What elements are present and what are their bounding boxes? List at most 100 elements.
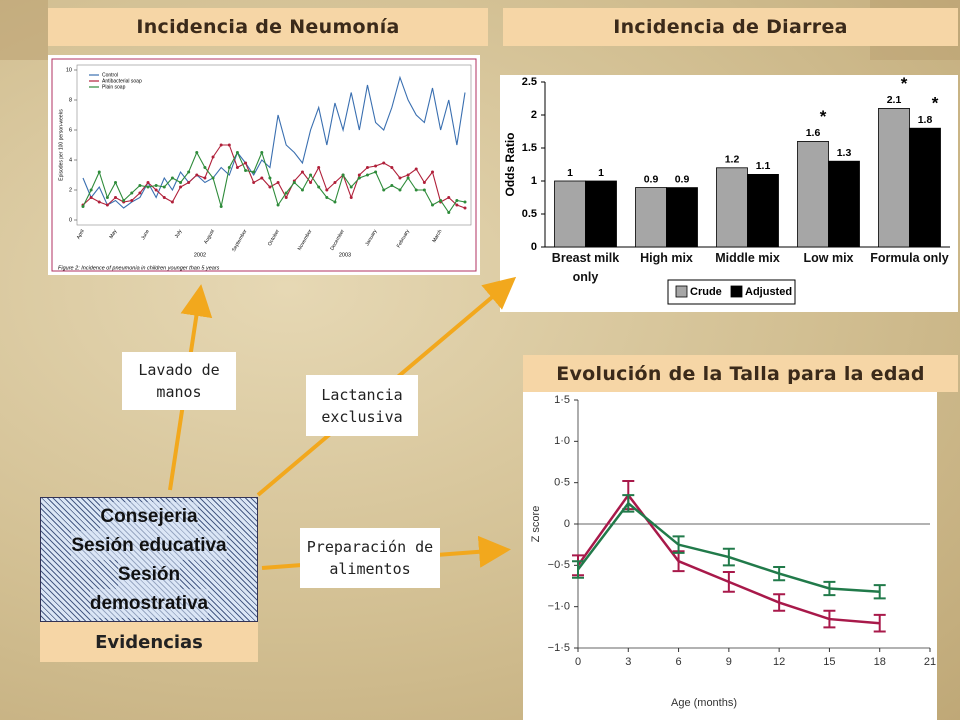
point bbox=[463, 206, 467, 210]
point bbox=[349, 196, 353, 199]
value-label: 0.9 bbox=[644, 173, 659, 185]
significance-mark: * bbox=[901, 74, 908, 93]
point bbox=[146, 181, 150, 184]
point bbox=[422, 181, 426, 184]
error-bar bbox=[823, 580, 836, 597]
point bbox=[252, 181, 256, 184]
point bbox=[235, 151, 239, 154]
y-tick-label: 2 bbox=[69, 187, 72, 193]
point bbox=[227, 166, 231, 169]
x-tick-label: High mix bbox=[640, 251, 693, 265]
point bbox=[357, 176, 361, 180]
value-label: 1 bbox=[598, 167, 604, 179]
y-tick-label: 0 bbox=[564, 518, 570, 530]
flow-box: Preparación de alimentos bbox=[300, 528, 440, 588]
logo-area bbox=[0, 0, 48, 60]
value-label: 1.2 bbox=[725, 154, 740, 166]
point bbox=[260, 151, 264, 154]
point bbox=[203, 166, 207, 169]
point bbox=[309, 181, 313, 184]
point bbox=[195, 173, 199, 177]
point bbox=[105, 203, 109, 207]
point bbox=[154, 184, 158, 187]
point bbox=[317, 166, 321, 169]
year-label: 2003 bbox=[339, 252, 351, 258]
x-tick-label: Breast milk only bbox=[551, 251, 620, 284]
x-tick-label: 15 bbox=[823, 656, 835, 668]
point bbox=[349, 185, 353, 189]
point bbox=[170, 176, 174, 180]
x-tick-label: May bbox=[108, 228, 118, 240]
error-bar bbox=[773, 565, 786, 582]
bar bbox=[909, 127, 941, 248]
point bbox=[268, 185, 272, 189]
y-tick-label: −1·5 bbox=[548, 642, 570, 654]
point bbox=[414, 188, 418, 192]
center-text: Sesión educativa bbox=[71, 530, 227, 560]
point bbox=[138, 184, 142, 187]
value-label: 1 bbox=[567, 167, 573, 179]
point bbox=[406, 176, 410, 180]
x-tick-label: June bbox=[140, 228, 151, 241]
point bbox=[179, 185, 183, 189]
value-label: 1.3 bbox=[837, 147, 852, 159]
center-text: demostrativa bbox=[89, 588, 209, 618]
significance-mark: * bbox=[820, 107, 827, 126]
point bbox=[130, 199, 134, 202]
point bbox=[300, 188, 304, 192]
error-bar bbox=[622, 494, 635, 513]
point bbox=[146, 185, 150, 189]
point bbox=[122, 199, 126, 202]
significance-mark: * bbox=[932, 94, 939, 113]
point bbox=[398, 188, 402, 192]
legend-label: Control bbox=[102, 72, 118, 78]
x-tick-label: April bbox=[76, 229, 86, 241]
point bbox=[284, 191, 288, 195]
point bbox=[81, 205, 85, 208]
center-text: Sesión bbox=[117, 559, 181, 589]
point bbox=[195, 151, 199, 154]
point bbox=[439, 199, 443, 202]
x-tick-label: Formula only bbox=[870, 251, 949, 265]
point bbox=[430, 203, 434, 207]
point bbox=[162, 185, 166, 189]
value-label: 1.1 bbox=[756, 160, 771, 172]
point bbox=[398, 176, 402, 180]
evidence-label: Evidencias bbox=[40, 622, 258, 662]
point bbox=[162, 196, 166, 199]
point bbox=[422, 188, 426, 192]
bar bbox=[554, 180, 586, 248]
point bbox=[357, 173, 361, 177]
value-label: 1.6 bbox=[806, 127, 821, 139]
point bbox=[130, 191, 134, 195]
y-tick-label: 2.5 bbox=[522, 76, 537, 88]
error-bar bbox=[823, 609, 836, 629]
y-tick-label: 10 bbox=[66, 67, 72, 73]
y-axis-label: Episodes per 100 person-weeks bbox=[58, 109, 64, 181]
point bbox=[430, 170, 434, 174]
point bbox=[244, 169, 248, 172]
point bbox=[179, 181, 183, 184]
value-label: 0.9 bbox=[675, 173, 690, 185]
point bbox=[211, 176, 215, 180]
point bbox=[317, 185, 321, 189]
y-axis-label: Odds Ratio bbox=[503, 132, 517, 196]
bar bbox=[716, 167, 748, 248]
point bbox=[382, 188, 386, 192]
point bbox=[268, 176, 272, 180]
x-tick-label: 18 bbox=[874, 656, 886, 668]
error-bar bbox=[873, 584, 886, 600]
point bbox=[292, 181, 296, 184]
error-bar bbox=[722, 570, 735, 593]
point bbox=[309, 173, 313, 177]
x-axis-label: Age (months) bbox=[671, 697, 737, 709]
y-tick-label: 4 bbox=[69, 157, 72, 163]
image-frame bbox=[48, 55, 480, 275]
flow-box: Lactancia exclusiva bbox=[306, 375, 418, 436]
year-label: 2002 bbox=[194, 252, 206, 258]
y-tick-label: 0 bbox=[531, 241, 537, 253]
point bbox=[447, 196, 451, 199]
point bbox=[260, 176, 264, 180]
legend-label: Crude bbox=[690, 286, 722, 298]
chart-title: Incidencia de Neumonía bbox=[48, 8, 488, 46]
